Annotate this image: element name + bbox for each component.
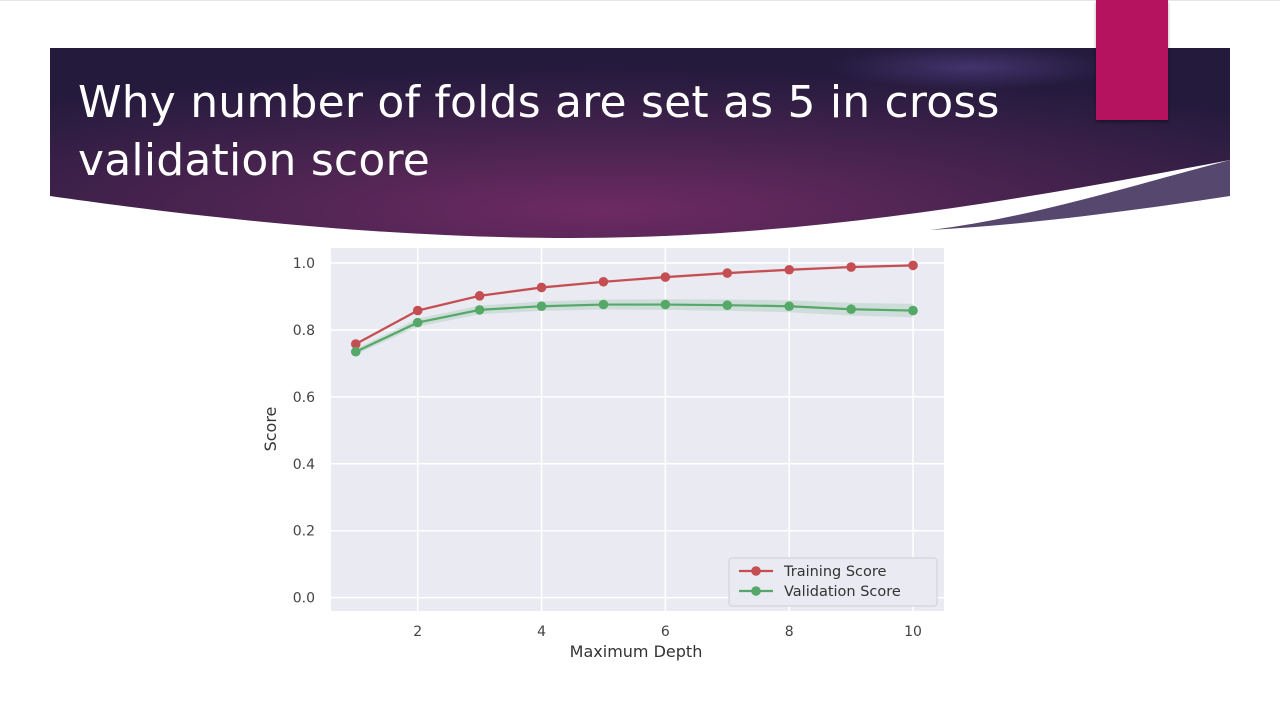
legend-swatch-marker xyxy=(751,566,761,576)
data-point xyxy=(784,264,795,275)
legend-entry-label: Validation Score xyxy=(784,584,901,600)
x-axis-label: Maximum Depth xyxy=(570,642,703,661)
x-tick-labels: 2 4 6 8 10 xyxy=(413,624,922,640)
data-point xyxy=(412,317,423,328)
data-point xyxy=(722,300,733,311)
data-point xyxy=(536,282,547,293)
data-point xyxy=(908,305,918,316)
title-banner xyxy=(50,48,1230,240)
legend-box xyxy=(728,557,938,607)
data-point xyxy=(660,272,671,282)
data-point xyxy=(474,291,485,301)
data-point xyxy=(412,305,423,316)
top-rule xyxy=(0,0,1280,1)
data-point xyxy=(846,304,856,315)
y-tick-label: 1.0 xyxy=(293,256,315,272)
data-point xyxy=(598,299,609,310)
data-point xyxy=(784,301,795,312)
series-line-1 xyxy=(355,303,914,353)
y-axis-label: Score xyxy=(261,407,280,452)
y-tick-label: 0.6 xyxy=(293,390,315,406)
x-tick-label: 6 xyxy=(661,624,670,640)
banner-background xyxy=(50,48,1230,240)
x-tick-label: 4 xyxy=(537,624,546,640)
x-tick-label: 2 xyxy=(413,624,422,640)
data-point xyxy=(722,268,733,278)
series-points xyxy=(350,260,918,357)
series-band-1 xyxy=(355,299,914,355)
series-line-0 xyxy=(355,264,914,345)
y-tick-label: 0.4 xyxy=(293,457,315,473)
y-tick-label: 0.8 xyxy=(293,323,315,339)
data-point xyxy=(536,301,547,312)
y-tick-labels: 0.0 0.2 0.4 0.6 0.8 1.0 xyxy=(293,256,315,607)
data-point xyxy=(846,262,856,272)
data-point xyxy=(598,276,609,287)
legend: Training Score Validation Score xyxy=(728,557,938,607)
accent-tab xyxy=(1096,0,1168,120)
legend-entry-label: Training Score xyxy=(783,564,887,580)
y-tick-label: 0.2 xyxy=(293,524,315,540)
slide-title: Why number of folds are set as 5 in cros… xyxy=(78,77,1000,186)
series-lines xyxy=(355,264,914,353)
data-point xyxy=(908,260,918,271)
data-point xyxy=(350,346,361,357)
learning-curve-chart: 2 4 6 8 10 0.00.20.40.60.81.0 Maximum Depth … xyxy=(261,248,944,661)
data-point xyxy=(660,299,671,310)
legend-swatch-marker xyxy=(751,586,761,596)
data-point xyxy=(350,339,361,349)
x-tick-label: 10 xyxy=(904,624,922,640)
data-point xyxy=(474,305,485,315)
x-tick-label: 8 xyxy=(785,624,794,640)
y-tick-label: 0.0 xyxy=(293,591,315,607)
